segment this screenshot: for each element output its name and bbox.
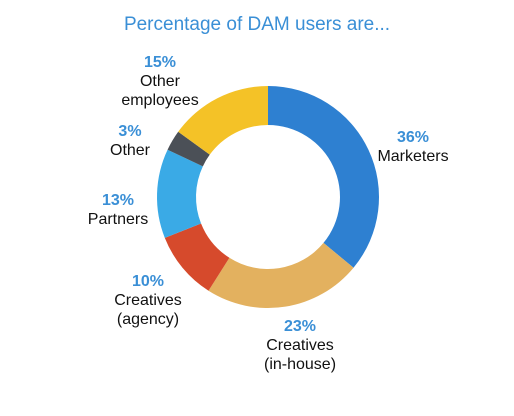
donut-segment: [167, 131, 210, 167]
segment-label: 36% Marketers: [377, 128, 448, 166]
category-label: Marketers: [377, 148, 449, 165]
segment-label: 3% Other: [110, 122, 150, 160]
segment-label: 10% Creatives (agency): [114, 272, 182, 329]
value-label: 13%: [101, 192, 135, 209]
chart-title: Percentage of DAM users are...: [123, 14, 391, 35]
category-label: Partners: [87, 211, 149, 228]
value-label: 10%: [131, 273, 165, 290]
donut-segment: [157, 149, 203, 238]
segment-label: 15% Other employees: [121, 53, 198, 110]
segment-label: 23% Creatives (in-house): [264, 317, 336, 374]
category-label: Creatives (in-house): [263, 337, 337, 373]
value-label: 36%: [396, 129, 430, 146]
donut-segment: [178, 86, 268, 155]
value-label: 3%: [118, 123, 142, 140]
donut-segment: [164, 223, 230, 291]
value-label: 15%: [143, 54, 177, 71]
donut-segment: [268, 86, 379, 268]
donut-segment: [208, 242, 354, 308]
segment-label: 13% Partners: [88, 191, 148, 229]
category-label: Other employees: [121, 73, 199, 109]
category-label: Other: [109, 142, 151, 159]
value-label: 23%: [283, 318, 317, 335]
category-label: Creatives (agency): [114, 292, 182, 328]
